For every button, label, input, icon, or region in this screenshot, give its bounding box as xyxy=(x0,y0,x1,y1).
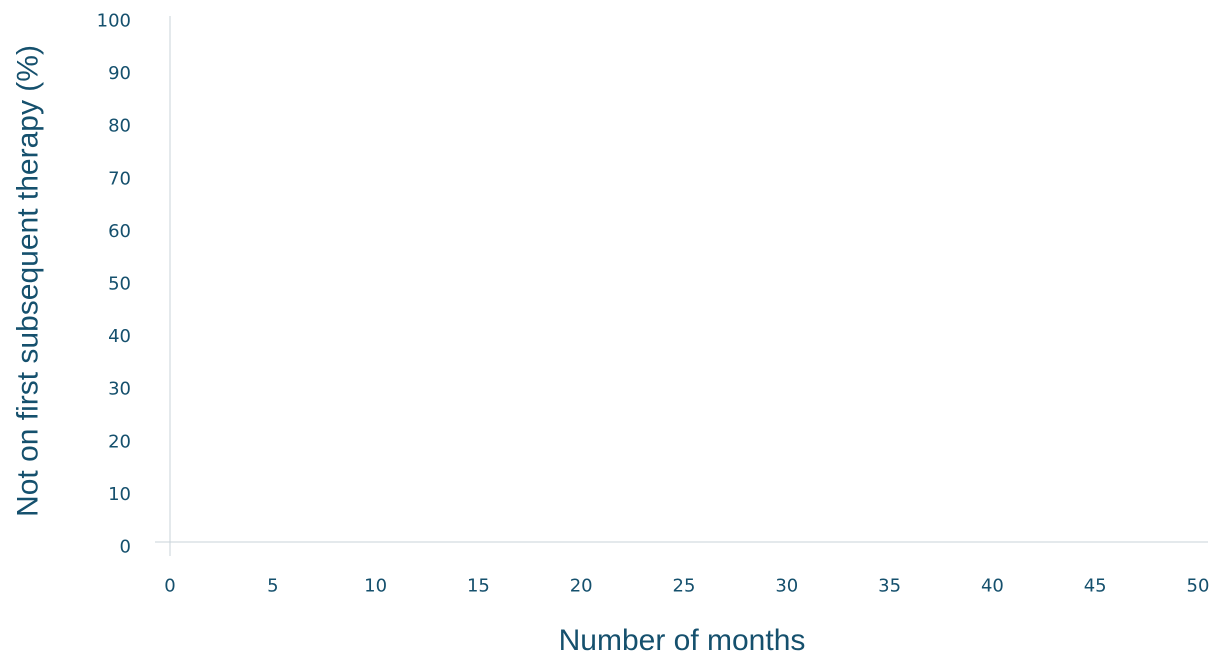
x-tick-label: 45 xyxy=(1084,576,1107,597)
y-tick-label: 50 xyxy=(108,274,131,295)
y-tick-label: 100 xyxy=(97,11,131,32)
x-tick-label: 35 xyxy=(878,576,901,597)
x-tick-label: 20 xyxy=(570,576,593,597)
y-tick-label: 80 xyxy=(108,116,131,137)
axes xyxy=(155,16,1208,556)
y-tick-labels: 0 10 20 30 40 50 60 70 80 90 100 xyxy=(97,11,131,558)
x-tick-label: 10 xyxy=(364,576,387,597)
x-tick-label: 5 xyxy=(267,576,278,597)
x-tick-label: 0 xyxy=(164,576,175,597)
x-tick-label: 30 xyxy=(775,576,798,597)
y-tick-label: 0 xyxy=(120,537,131,558)
y-tick-label: 20 xyxy=(108,431,131,452)
x-tick-label: 15 xyxy=(467,576,490,597)
x-tick-label: 50 xyxy=(1187,576,1210,597)
x-tick-label: 40 xyxy=(981,576,1004,597)
x-tick-label: 25 xyxy=(673,576,696,597)
y-axis-title: Not on first subsequent therapy (%) xyxy=(12,45,45,517)
y-tick-label: 90 xyxy=(108,63,131,84)
y-tick-label: 10 xyxy=(108,484,131,505)
x-tick-labels: 0 5 10 15 20 25 30 35 40 45 50 xyxy=(164,576,1209,597)
x-axis-title: Number of months xyxy=(559,624,806,657)
y-tick-label: 40 xyxy=(108,326,131,347)
y-tick-label: 70 xyxy=(108,168,131,189)
y-tick-label: 30 xyxy=(108,379,131,400)
y-tick-label: 60 xyxy=(108,221,131,242)
